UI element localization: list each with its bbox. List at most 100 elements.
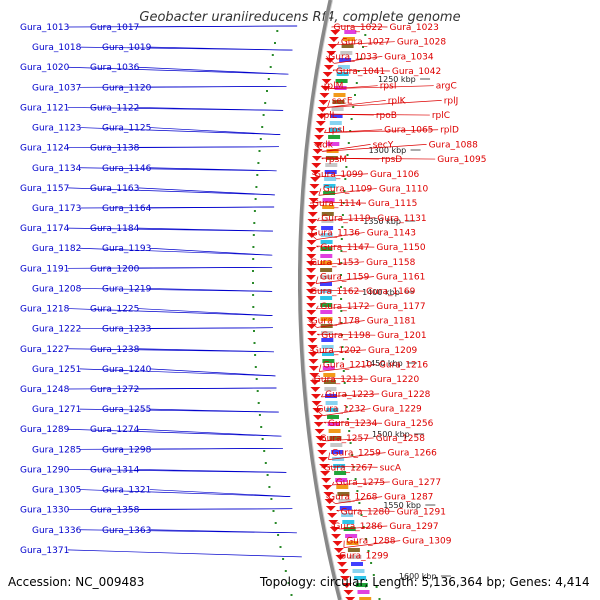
track-dot	[370, 562, 373, 564]
feature-block	[333, 93, 346, 97]
right-leader-line	[341, 25, 388, 28]
track-dot	[253, 342, 256, 344]
left-leader-line	[67, 549, 302, 558]
feature-block	[324, 170, 337, 174]
feature-block	[341, 513, 354, 517]
right-gene-label: Gura_1277	[392, 478, 441, 488]
reverse-gene-arrow	[307, 345, 318, 350]
right-gene-label: Gura_1110	[379, 184, 429, 194]
right-leader-line	[326, 56, 335, 64]
tick-label: 1500 kbp	[372, 430, 410, 439]
track-dot	[342, 202, 345, 204]
left-leader-line	[149, 489, 291, 497]
reverse-gene-arrow	[331, 534, 342, 539]
track-dot	[350, 118, 353, 120]
right-gene-label: Gura_1213	[314, 375, 363, 385]
right-gene-label: Gura_1234	[328, 419, 378, 429]
feature-block	[335, 79, 348, 83]
right-leader-line	[330, 85, 434, 90]
reverse-gene-arrow	[325, 506, 336, 511]
left-leader-line	[137, 25, 298, 28]
right-gene-label: Gura_1027	[341, 38, 390, 48]
track-dot	[274, 42, 276, 44]
left-gene-label: Gura_1314	[90, 465, 140, 475]
right-gene-label: Gura_1280	[341, 507, 391, 517]
track-dot	[378, 598, 381, 600]
track-dot	[346, 418, 349, 420]
right-gene-label: rpoB	[376, 111, 397, 121]
reverse-gene-arrow	[309, 373, 320, 378]
track-dot	[343, 190, 346, 192]
feature-tracks	[252, 30, 381, 600]
left-leader-line	[137, 66, 289, 75]
left-leader-line	[79, 127, 281, 135]
feature-block	[329, 436, 342, 440]
left-gene-label: Gura_1173	[32, 204, 81, 214]
track-dot	[354, 94, 356, 96]
left-gene-label: Gura_1289	[20, 425, 70, 435]
left-leader-line	[149, 167, 277, 172]
reverse-gene-arrow	[307, 331, 317, 336]
right-leader-line	[315, 276, 375, 284]
feature-block	[354, 576, 367, 580]
left-leader-line	[79, 247, 273, 256]
right-leader-line	[316, 232, 365, 240]
track-dot	[274, 522, 277, 524]
right-gene-label: Gura_1161	[376, 272, 425, 282]
reverse-gene-arrow	[340, 576, 351, 581]
right-leader-line	[327, 100, 386, 108]
reverse-gene-arrow	[310, 177, 321, 182]
track-dot	[277, 534, 280, 536]
left-leader-line	[149, 46, 293, 51]
feature-block	[327, 142, 340, 146]
right-gene-label: Gura_1150	[376, 243, 426, 253]
track-dot	[349, 130, 352, 132]
right-gene-label: Gura_1099	[314, 170, 364, 180]
track-dot	[253, 330, 255, 332]
track-dot	[284, 570, 287, 572]
track-dot	[340, 286, 342, 288]
right-leader-line	[343, 540, 401, 548]
left-leader-line	[137, 227, 273, 232]
track-dot	[358, 502, 361, 504]
left-leader-line	[149, 529, 297, 534]
feature-block	[334, 471, 347, 475]
right-leader-line	[340, 525, 388, 530]
reverse-gene-arrow	[320, 471, 331, 476]
reverse-gene-arrow	[306, 247, 317, 252]
track-dot	[252, 294, 255, 296]
track-dot	[254, 366, 257, 368]
right-gene-label: Gura_1229	[372, 405, 422, 415]
track-dot	[345, 406, 348, 408]
right-leader-line	[308, 232, 317, 240]
feature-block	[323, 191, 336, 195]
feature-block	[332, 100, 345, 104]
track-dot	[271, 54, 274, 56]
feature-block	[336, 485, 349, 489]
track-dot	[272, 510, 275, 512]
reverse-gene-arrow	[333, 548, 344, 553]
left-gene-label: Gura_1208	[32, 284, 82, 294]
track-dot	[253, 222, 256, 224]
right-gene-label: rpsI	[380, 82, 397, 92]
right-gene-label: Gura_1216	[379, 361, 429, 371]
reverse-gene-arrow	[306, 254, 317, 259]
reverse-gene-arrow	[312, 149, 323, 154]
right-leader-line	[320, 393, 324, 398]
right-leader-line	[321, 465, 330, 468]
left-gene-label: Gura_1274	[90, 425, 140, 435]
left-gene-label: Gura_1321	[102, 486, 151, 496]
tick-label: 1350 kbp	[363, 217, 401, 226]
right-gene-label: Gura_1181	[367, 317, 416, 327]
right-gene-label: Gura_1209	[368, 346, 418, 356]
right-gene-label: Gura_1288	[346, 537, 396, 547]
feature-block	[330, 443, 343, 447]
feature-block	[322, 205, 335, 209]
feature-block	[323, 373, 336, 377]
right-leader-line	[327, 100, 442, 108]
backbone-arc	[298, 0, 342, 600]
feature-block	[337, 492, 350, 496]
right-leader-line	[315, 276, 319, 284]
reverse-gene-arrow	[306, 282, 316, 287]
track-dot	[362, 46, 364, 48]
